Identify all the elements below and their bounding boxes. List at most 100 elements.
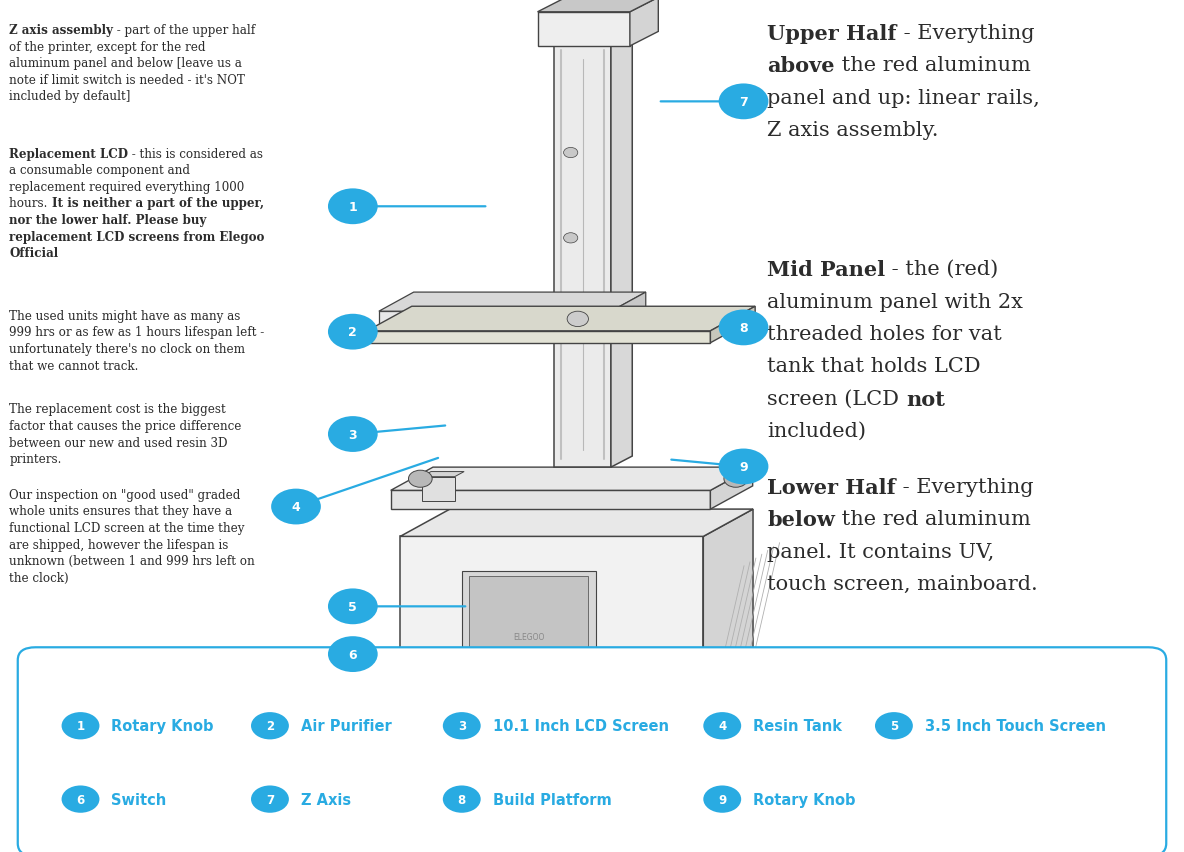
Text: Z axis assembly.: Z axis assembly. — [767, 121, 939, 140]
Text: of the printer, except for the red: of the printer, except for the red — [9, 40, 206, 54]
Text: Replacement LCD: Replacement LCD — [9, 147, 129, 160]
Text: 999 hrs or as few as 1 hours lifespan left -: 999 hrs or as few as 1 hours lifespan le… — [9, 325, 265, 339]
Text: 3: 3 — [348, 428, 358, 441]
Circle shape — [443, 712, 481, 740]
Circle shape — [328, 417, 378, 452]
Polygon shape — [391, 491, 710, 509]
Text: - part of the upper half: - part of the upper half — [114, 24, 256, 37]
Circle shape — [328, 636, 378, 672]
Text: 1: 1 — [77, 719, 84, 733]
Text: between our new and used resin 3D: between our new and used resin 3D — [9, 436, 229, 449]
Polygon shape — [367, 307, 755, 331]
Text: are shipped, however the lifespan is: are shipped, however the lifespan is — [9, 538, 229, 551]
Polygon shape — [538, 0, 658, 13]
Polygon shape — [495, 717, 539, 731]
Text: tank that holds LCD: tank that holds LCD — [767, 357, 980, 376]
Text: screen (LCD: screen (LCD — [767, 389, 906, 408]
Text: The replacement cost is the biggest: The replacement cost is the biggest — [9, 403, 226, 416]
Text: panel and up: linear rails,: panel and up: linear rails, — [767, 89, 1040, 107]
Text: whole units ensures that they have a: whole units ensures that they have a — [9, 504, 232, 518]
Text: touch screen, mainboard.: touch screen, mainboard. — [767, 574, 1038, 593]
Circle shape — [723, 470, 747, 487]
Text: Z axis assembly: Z axis assembly — [9, 24, 114, 37]
Text: 9: 9 — [739, 460, 748, 474]
Polygon shape — [710, 307, 755, 343]
Text: replacement required everything 1000: replacement required everything 1000 — [9, 181, 245, 193]
Text: nor the lower half. Please buy: nor the lower half. Please buy — [9, 214, 207, 227]
Polygon shape — [626, 754, 686, 773]
Circle shape — [703, 712, 741, 740]
Text: that we cannot track.: that we cannot track. — [9, 359, 139, 372]
Text: Build Platform: Build Platform — [493, 792, 611, 807]
Text: 4: 4 — [291, 500, 301, 514]
Circle shape — [251, 786, 289, 813]
Polygon shape — [422, 472, 464, 477]
Circle shape — [328, 189, 378, 225]
Polygon shape — [379, 312, 611, 327]
Text: aluminum panel and below [leave us a: aluminum panel and below [leave us a — [9, 57, 243, 70]
Text: 4: 4 — [719, 719, 726, 733]
Text: 2: 2 — [266, 719, 274, 733]
Text: below: below — [767, 509, 835, 529]
Polygon shape — [611, 293, 645, 327]
Text: the red aluminum: the red aluminum — [835, 56, 1030, 75]
Text: 6: 6 — [77, 792, 84, 806]
Circle shape — [443, 786, 481, 813]
Polygon shape — [703, 727, 753, 754]
Text: note if limit switch is needed - it's NOT: note if limit switch is needed - it's NO… — [9, 73, 245, 87]
Text: functional LCD screen at the time they: functional LCD screen at the time they — [9, 521, 245, 534]
Text: Rotary Knob: Rotary Knob — [111, 718, 214, 734]
Text: It is neither a part of the upper,: It is neither a part of the upper, — [52, 197, 264, 210]
Text: 7: 7 — [739, 95, 748, 109]
Polygon shape — [611, 32, 632, 468]
Polygon shape — [367, 331, 710, 343]
Text: aluminum panel with 2x: aluminum panel with 2x — [767, 292, 1023, 311]
Polygon shape — [391, 468, 753, 491]
Text: 1: 1 — [348, 200, 358, 214]
Polygon shape — [379, 293, 645, 312]
Circle shape — [875, 712, 913, 740]
Polygon shape — [418, 754, 477, 773]
Circle shape — [567, 312, 588, 327]
Text: The used units might have as many as: The used units might have as many as — [9, 309, 240, 322]
Polygon shape — [462, 571, 596, 703]
Circle shape — [719, 449, 768, 485]
Polygon shape — [554, 32, 632, 43]
Text: Air Purifier: Air Purifier — [301, 718, 392, 734]
Text: unknown (between 1 and 999 hrs left on: unknown (between 1 and 999 hrs left on — [9, 555, 256, 567]
Text: the red aluminum: the red aluminum — [835, 509, 1031, 528]
Text: 3.5 Inch Touch Screen: 3.5 Inch Touch Screen — [925, 718, 1106, 734]
FancyBboxPatch shape — [18, 648, 1166, 852]
Text: above: above — [767, 56, 835, 76]
Text: the clock): the clock) — [9, 572, 69, 584]
Text: ELEGOO: ELEGOO — [513, 632, 545, 642]
Polygon shape — [630, 0, 658, 47]
Polygon shape — [538, 13, 630, 47]
Text: Our inspection on "good used" graded: Our inspection on "good used" graded — [9, 488, 240, 501]
Circle shape — [719, 310, 768, 346]
Text: factor that causes the price difference: factor that causes the price difference — [9, 419, 242, 433]
Text: - Everything: - Everything — [896, 24, 1034, 43]
Polygon shape — [710, 468, 753, 509]
Circle shape — [703, 786, 741, 813]
Text: threaded holes for vat: threaded holes for vat — [767, 325, 1002, 343]
Text: a consumable component and: a consumable component and — [9, 164, 191, 177]
Circle shape — [564, 148, 578, 158]
Circle shape — [62, 712, 99, 740]
Text: Rotary Knob: Rotary Knob — [753, 792, 856, 807]
Circle shape — [271, 489, 321, 525]
Text: panel. It contains UV,: panel. It contains UV, — [767, 542, 995, 561]
Circle shape — [251, 712, 289, 740]
Text: - this is considered as: - this is considered as — [129, 147, 264, 160]
Polygon shape — [703, 509, 753, 754]
Polygon shape — [554, 43, 611, 468]
Text: 9: 9 — [719, 792, 726, 806]
Text: included): included) — [767, 422, 867, 440]
Text: Lower Half: Lower Half — [767, 477, 896, 497]
Polygon shape — [400, 537, 703, 754]
Text: replacement LCD screens from Elegoo: replacement LCD screens from Elegoo — [9, 230, 265, 244]
Text: 8: 8 — [739, 321, 748, 335]
Text: 8: 8 — [458, 792, 465, 806]
Circle shape — [62, 786, 99, 813]
Text: 5: 5 — [348, 600, 358, 613]
